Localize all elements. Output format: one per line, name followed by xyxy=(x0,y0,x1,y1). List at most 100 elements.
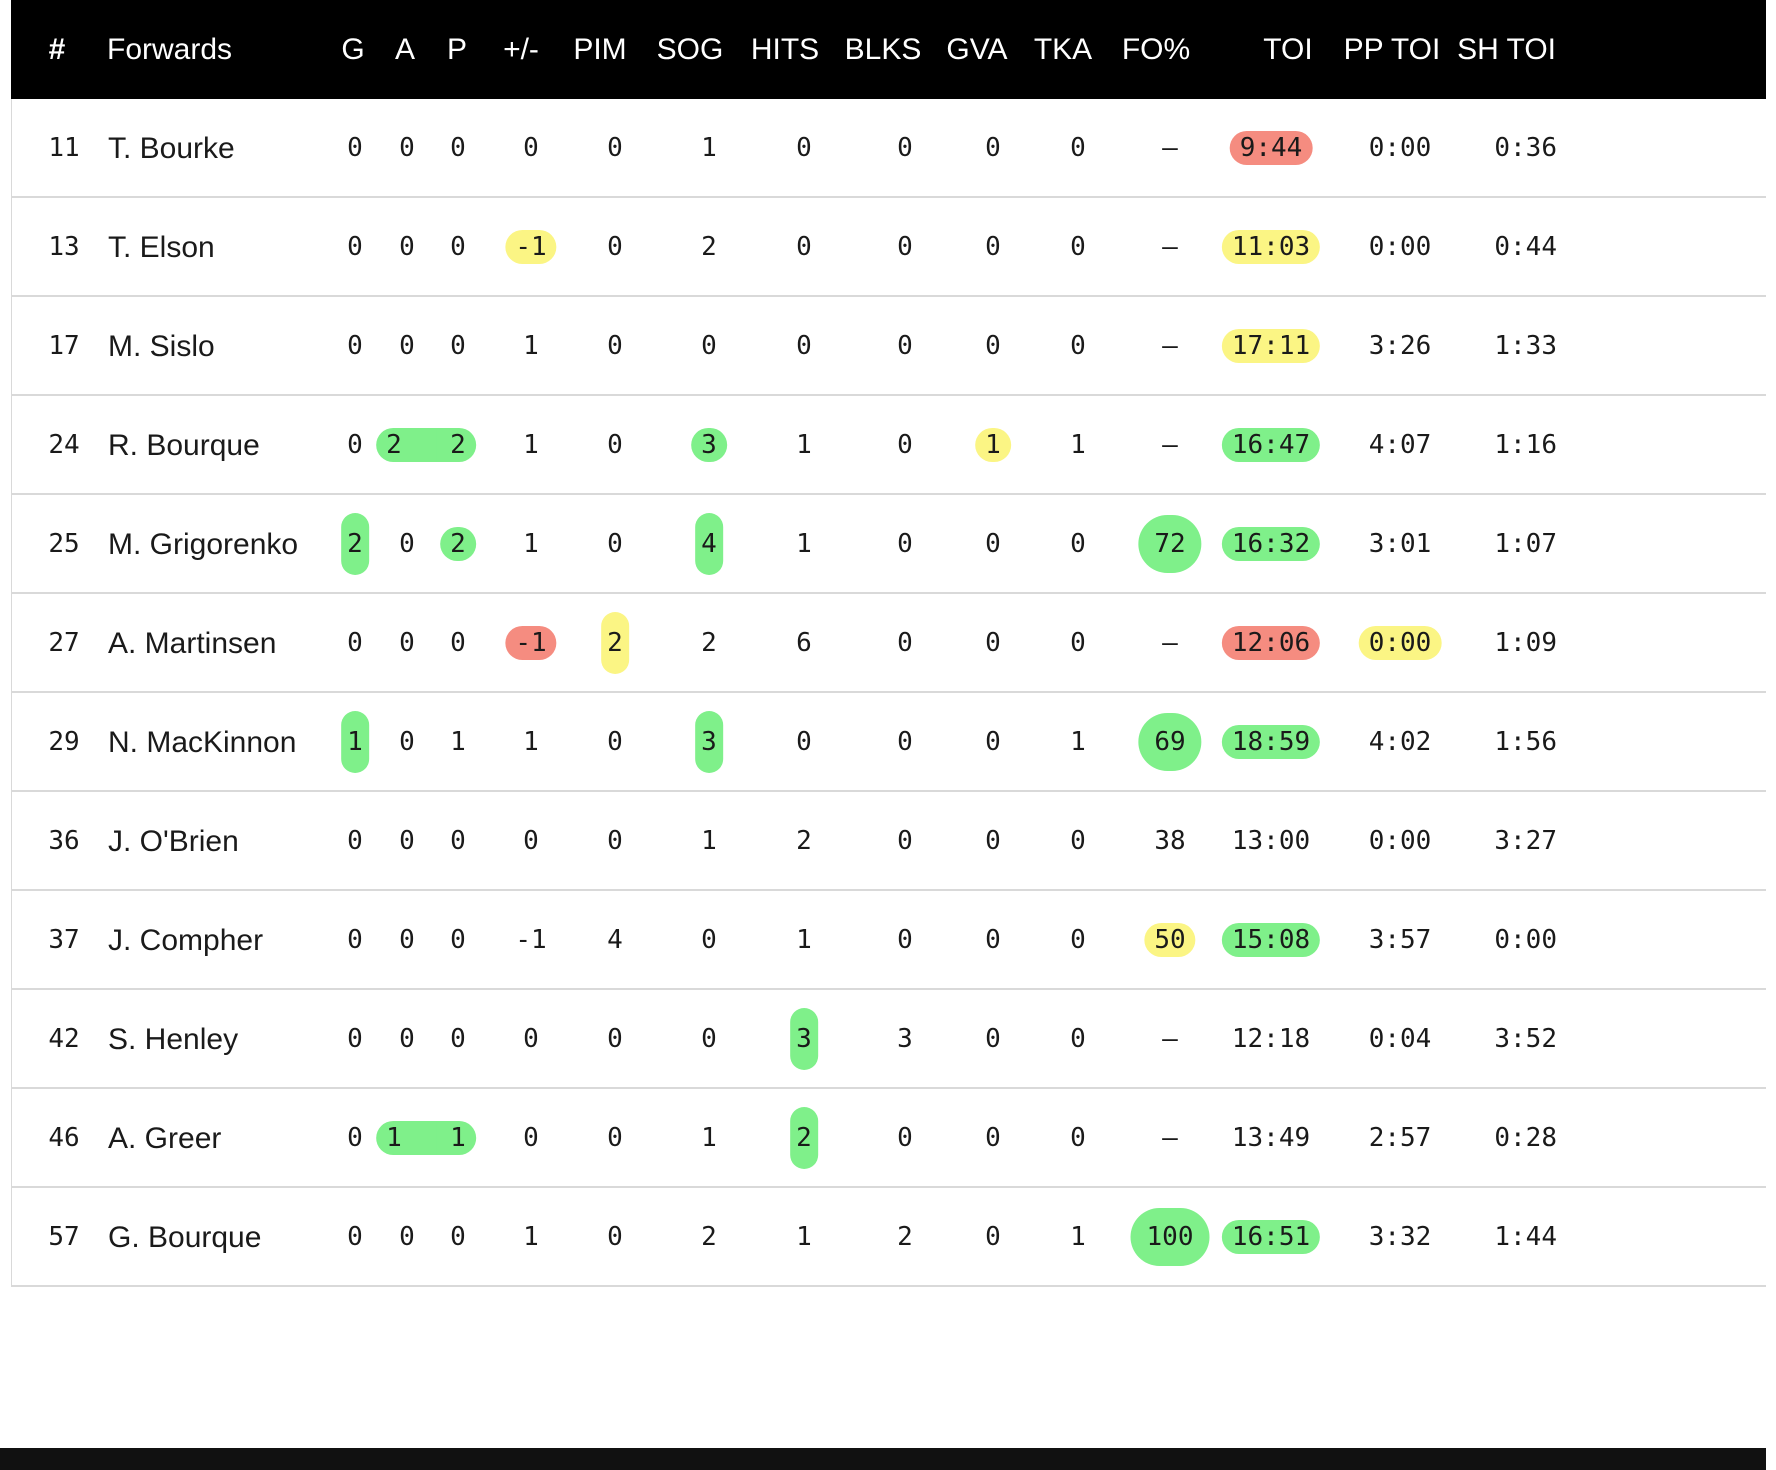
header-pptoi[interactable]: PP TOI xyxy=(1343,33,1441,66)
cell-tka: 0 xyxy=(1070,925,1086,955)
bottom-bar xyxy=(0,1448,1766,1470)
cell-g: 0 xyxy=(347,1222,363,1252)
cell-pm: 1 xyxy=(523,727,539,757)
header-tka[interactable]: TKA xyxy=(1033,33,1093,66)
cell-blks: 0 xyxy=(897,331,913,361)
cell-gva: 0 xyxy=(985,331,1001,361)
green-highlight: 1 xyxy=(376,1121,438,1155)
cell-a: 0 xyxy=(399,727,415,757)
cell-pim: 0 xyxy=(607,727,623,757)
cell-name[interactable]: J. Compher xyxy=(108,924,264,957)
cell-shtoi: 1:44 xyxy=(1494,1222,1557,1252)
cell-tka: 1 xyxy=(1070,727,1086,757)
cell-pptoi: 0:04 xyxy=(1368,1024,1432,1054)
header-hits[interactable]: HITS xyxy=(750,33,820,66)
cell-g: 0 xyxy=(347,1024,363,1054)
cell-fo: – xyxy=(1162,1123,1178,1153)
cell-shtoi: 0:28 xyxy=(1494,1123,1557,1153)
cell-tka: 0 xyxy=(1070,628,1086,658)
cell-fo: 72 xyxy=(1138,495,1202,594)
cell-pptoi: 3:26 xyxy=(1368,331,1432,361)
cell-tka: 0 xyxy=(1070,232,1086,262)
cell-a: 0 xyxy=(399,529,415,559)
cell-number: 46 xyxy=(48,1123,80,1153)
cell-toi: 16:47 xyxy=(1221,396,1321,495)
cell-pm: 0 xyxy=(523,826,539,856)
cell-gva: 0 xyxy=(985,925,1001,955)
header-blks[interactable]: BLKS xyxy=(844,33,922,66)
cell-pptoi: 0:00 xyxy=(1368,232,1432,262)
cell-pm: -1 xyxy=(505,594,557,693)
header-name[interactable]: Forwards xyxy=(107,33,233,66)
cell-number: 29 xyxy=(48,727,80,757)
cell-sog: 0 xyxy=(701,1024,717,1054)
cell-g: 0 xyxy=(347,133,363,163)
cell-name[interactable]: T. Bourke xyxy=(108,132,235,165)
cell-pim: 2 xyxy=(601,594,629,693)
cell-pptoi: 2:57 xyxy=(1368,1123,1432,1153)
header-a[interactable]: A xyxy=(394,33,416,66)
header-pm[interactable]: +/- xyxy=(503,33,539,66)
cell-p: 0 xyxy=(450,133,466,163)
cell-hits: 1 xyxy=(796,529,812,559)
cell-shtoi: 0:00 xyxy=(1494,925,1557,955)
cell-name[interactable]: J. O'Brien xyxy=(108,825,239,858)
cell-name[interactable]: A. Martinsen xyxy=(108,627,277,660)
cell-p: 2 xyxy=(436,396,476,495)
cell-toi: 13:49 xyxy=(1231,1123,1311,1153)
header-toi[interactable]: TOI xyxy=(1263,33,1313,66)
cell-tka: 0 xyxy=(1070,529,1086,559)
table-row: 25 M. Grigorenko 2 0 2 1 0 4 1 0 0 0 72 16:32 3:01 1:07 xyxy=(11,495,1766,594)
cell-name[interactable]: M. Sislo xyxy=(108,330,215,363)
cell-hits: 1 xyxy=(796,430,812,460)
header-number[interactable]: # xyxy=(48,33,66,66)
cell-blks: 0 xyxy=(897,529,913,559)
header-g[interactable]: G xyxy=(341,33,365,66)
cell-pim: 4 xyxy=(607,925,623,955)
table-row: 42 S. Henley 0 0 0 0 0 0 3 3 0 0 – 12:18 0:04 3:52 xyxy=(11,990,1766,1089)
cell-g: 1 xyxy=(341,693,369,792)
header-fo[interactable]: FO% xyxy=(1121,33,1191,66)
cell-gva: 0 xyxy=(985,232,1001,262)
table-row: 29 N. MacKinnon 1 0 1 1 0 3 0 0 0 1 69 18:59 4:02 1:56 xyxy=(11,693,1766,792)
yellow-highlight: 11:03 xyxy=(1221,230,1321,264)
cell-tka: 0 xyxy=(1070,1024,1086,1054)
green-highlight: 4 xyxy=(695,513,723,575)
yellow-highlight: 17:11 xyxy=(1221,329,1321,363)
cell-name[interactable]: N. MacKinnon xyxy=(108,726,297,759)
cell-fo: – xyxy=(1162,232,1178,262)
cell-blks: 0 xyxy=(897,628,913,658)
green-highlight: 15:08 xyxy=(1221,923,1321,957)
header-sog[interactable]: SOG xyxy=(656,33,724,66)
cell-p: 2 xyxy=(440,495,476,594)
cell-name[interactable]: S. Henley xyxy=(108,1023,239,1056)
header-p[interactable]: P xyxy=(446,33,468,66)
cell-name[interactable]: G. Bourque xyxy=(108,1221,262,1254)
cell-sog: 0 xyxy=(701,925,717,955)
cell-gva: 0 xyxy=(985,727,1001,757)
cell-pptoi: 0:00 xyxy=(1368,133,1432,163)
red-highlight: 12:06 xyxy=(1221,626,1321,660)
table-row: 37 J. Compher 0 0 0 -1 4 0 1 0 0 0 50 15:08 3:57 0:00 xyxy=(11,891,1766,990)
yellow-highlight: 2 xyxy=(601,612,629,674)
cell-name[interactable]: T. Elson xyxy=(108,231,215,264)
cell-toi: 11:03 xyxy=(1221,198,1321,297)
cell-hits: 0 xyxy=(796,133,812,163)
cell-name[interactable]: M. Grigorenko xyxy=(108,528,299,561)
cell-name[interactable]: A. Greer xyxy=(108,1122,222,1155)
header-shtoi[interactable]: SH TOI xyxy=(1457,33,1556,66)
table-row: 17 M. Sislo 0 0 0 1 0 0 0 0 0 0 – 17:11 3:26 1:33 xyxy=(11,297,1766,396)
cell-name[interactable]: R. Bourque xyxy=(108,429,260,462)
cell-tka: 0 xyxy=(1070,133,1086,163)
cell-a: 1 xyxy=(376,1089,438,1188)
header-pim[interactable]: PIM xyxy=(573,33,627,66)
header-gva[interactable]: GVA xyxy=(946,33,1008,66)
green-highlight: 1 xyxy=(341,711,369,773)
cell-sog: 2 xyxy=(701,1222,717,1252)
cell-shtoi: 1:07 xyxy=(1494,529,1557,559)
cell-shtoi: 1:09 xyxy=(1494,628,1557,658)
table-header: # Forwards G A P +/- PIM SOG HITS BLKS GVA TKA FO% TO… xyxy=(11,0,1766,104)
cell-a: 0 xyxy=(399,628,415,658)
cell-a: 0 xyxy=(399,331,415,361)
cell-pptoi: 3:32 xyxy=(1368,1222,1432,1252)
